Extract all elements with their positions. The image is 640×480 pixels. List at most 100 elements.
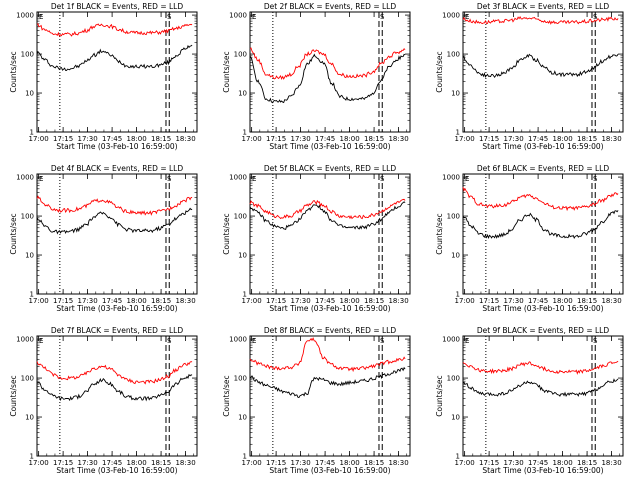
marker-s: S <box>593 175 598 183</box>
panel-title: Det 6f BLACK = Events, RED = LLD <box>477 164 610 173</box>
panel-6: Det 6f BLACK = Events, RED = LLD 1 10 100 10… <box>435 164 624 313</box>
panel-title: Det 2f BLACK = Events, RED = LLD <box>264 2 397 11</box>
y-axis-label: Counts/sec <box>435 213 444 254</box>
x-tick-label: 18:00 <box>552 135 572 143</box>
y-tick-label: 100 <box>234 51 247 59</box>
x-tick-label: 17:45 <box>102 135 122 143</box>
events-series-line <box>249 201 406 230</box>
y-tick-label: 100 <box>21 213 34 221</box>
x-tick-label: 17:15 <box>53 459 73 467</box>
y-tick-label: 1 <box>243 453 247 461</box>
plot-frame <box>249 11 411 133</box>
events-series-line <box>462 210 619 240</box>
y-axis-label: Counts/sec <box>435 375 444 416</box>
plot-frame <box>462 173 624 295</box>
lld-series-line <box>249 47 406 80</box>
panel-2: Det 2f BLACK = Events, RED = LLD 1 10 100 10… <box>222 2 411 151</box>
y-axis-label: Counts/sec <box>222 51 231 92</box>
y-tick-label: 1 <box>456 129 460 137</box>
y-tick-label: 10 <box>238 414 247 422</box>
x-tick-label: 17:00 <box>455 297 475 305</box>
x-axis-label: Start Time (03-Feb-10 16:59:00) <box>269 142 390 151</box>
x-tick-label: 17:15 <box>479 297 499 305</box>
y-tick-label: 100 <box>21 51 34 59</box>
marker-e: E <box>465 175 469 183</box>
marker-e: E <box>465 13 469 21</box>
x-tick-label: 17:15 <box>266 297 286 305</box>
events-series-line <box>462 378 619 398</box>
y-tick-label: 100 <box>447 213 460 221</box>
marker-s: S <box>167 175 172 183</box>
panel-title: Det 4f BLACK = Events, RED = LLD <box>51 164 184 173</box>
x-tick-label: 18:30 <box>601 297 621 305</box>
x-tick-label: 17:00 <box>242 297 262 305</box>
x-tick-label: 17:45 <box>102 297 122 305</box>
y-tick-label: 100 <box>447 375 460 383</box>
x-tick-label: 18:00 <box>126 459 146 467</box>
y-tick-label: 10 <box>25 414 34 422</box>
x-tick-label: 18:30 <box>388 459 408 467</box>
panel-9: Det 9f BLACK = Events, RED = LLD 1 10 100 10… <box>435 326 624 475</box>
x-tick-label: 18:00 <box>126 135 146 143</box>
x-tick-label: 17:00 <box>455 459 475 467</box>
x-tick-label: 17:30 <box>291 135 311 143</box>
x-tick-label: 18:15 <box>151 135 171 143</box>
lld-series-line <box>36 361 193 385</box>
y-tick-label: 100 <box>21 375 34 383</box>
y-tick-label: 1000 <box>229 12 247 20</box>
x-tick-label: 17:30 <box>78 459 98 467</box>
x-axis-label: Start Time (03-Feb-10 16:59:00) <box>482 304 603 313</box>
y-tick-label: 10 <box>451 90 460 98</box>
x-tick-label: 18:30 <box>388 297 408 305</box>
x-tick-label: 18:30 <box>601 459 621 467</box>
y-tick-label: 10 <box>25 252 34 260</box>
y-tick-label: 1 <box>30 453 34 461</box>
marker-s: S <box>167 13 172 21</box>
y-axis-label: Counts/sec <box>435 51 444 92</box>
y-tick-label: 1000 <box>229 174 247 182</box>
x-axis-label: Start Time (03-Feb-10 16:59:00) <box>482 466 603 475</box>
y-axis-label: Counts/sec <box>9 375 18 416</box>
x-tick-label: 18:30 <box>175 297 195 305</box>
plot-frame <box>36 11 198 133</box>
y-tick-label: 100 <box>234 213 247 221</box>
lld-series-line <box>36 195 193 216</box>
x-tick-label: 17:00 <box>29 135 49 143</box>
y-tick-label: 1000 <box>442 336 460 344</box>
panel-title: Det 8f BLACK = Events, RED = LLD <box>264 326 397 335</box>
events-series-line <box>36 44 193 71</box>
x-tick-label: 17:30 <box>504 297 524 305</box>
marker-e: E <box>39 175 43 183</box>
x-axis-label: Start Time (03-Feb-10 16:59:00) <box>56 142 177 151</box>
x-tick-label: 17:30 <box>291 459 311 467</box>
x-tick-label: 18:30 <box>175 135 195 143</box>
x-tick-label: 17:45 <box>315 297 335 305</box>
y-axis-label: Counts/sec <box>222 213 231 254</box>
x-tick-label: 18:15 <box>364 459 384 467</box>
y-tick-label: 1000 <box>16 336 34 344</box>
lld-series-line <box>249 337 406 373</box>
x-tick-label: 17:00 <box>242 135 262 143</box>
marker-s: S <box>380 13 385 21</box>
marker-s: S <box>593 337 598 345</box>
y-tick-label: 100 <box>447 51 460 59</box>
y-tick-label: 1000 <box>16 12 34 20</box>
marker-e: E <box>252 13 256 21</box>
x-axis-label: Start Time (03-Feb-10 16:59:00) <box>269 466 390 475</box>
x-tick-label: 17:15 <box>479 135 499 143</box>
x-tick-label: 18:30 <box>601 135 621 143</box>
x-tick-label: 18:15 <box>364 135 384 143</box>
events-series-line <box>36 373 193 402</box>
panel-7: Det 7f BLACK = Events, RED = LLD 1 10 100 10… <box>9 326 198 475</box>
lld-series-line <box>462 360 619 375</box>
x-axis-label: Start Time (03-Feb-10 16:59:00) <box>269 304 390 313</box>
panel-5: Det 5f BLACK = Events, RED = LLD 1 10 100 10… <box>222 164 411 313</box>
x-tick-label: 18:15 <box>151 297 171 305</box>
x-axis-label: Start Time (03-Feb-10 16:59:00) <box>56 466 177 475</box>
panel-8: Det 8f BLACK = Events, RED = LLD 1 10 100 10… <box>222 326 411 475</box>
plot-frame <box>249 335 411 457</box>
x-tick-label: 17:30 <box>78 135 98 143</box>
y-tick-label: 1 <box>456 291 460 299</box>
x-tick-label: 18:15 <box>577 459 597 467</box>
marker-e: E <box>252 337 256 345</box>
